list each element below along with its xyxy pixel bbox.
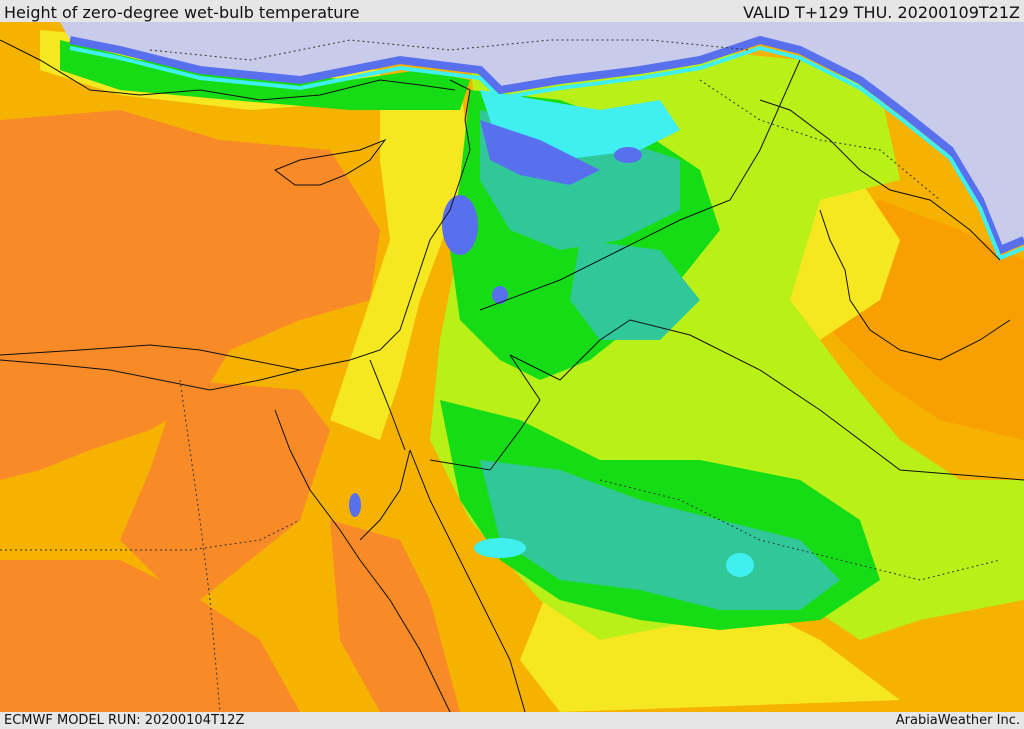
header-bar: Height of zero-degree wet-bulb temperatu… <box>0 0 1024 22</box>
zone-blue-spot-d <box>349 493 361 517</box>
coastline-gulf-suez <box>274 409 451 712</box>
coastline-kuwait <box>759 99 1001 261</box>
coastline-persian-gulf <box>819 209 1011 361</box>
zone-blue-edge-north <box>69 35 1024 256</box>
zone-dark-orange-sinai <box>120 380 330 600</box>
footer-bar: ECMWF MODEL RUN: 20200104T12Z ArabiaWeat… <box>0 712 1024 729</box>
coastline-turkey <box>0 39 456 101</box>
zone-dark-orange-south <box>0 560 300 712</box>
zone-teal-jordan <box>570 240 700 340</box>
zone-blue-lebanon <box>442 195 478 255</box>
zone-yellow-coast <box>330 80 470 440</box>
zone-cyan-spot-a <box>726 553 754 577</box>
coastline-gulf-aqaba <box>359 449 411 541</box>
admin-boundary-saudi <box>599 479 1001 581</box>
valid-time: VALID T+129 THU. 20200109T21Z <box>743 3 1020 22</box>
zone-cyan-edge-north <box>69 45 1024 261</box>
coastline-cyprus <box>273 138 387 186</box>
border-jordan-south <box>429 354 541 471</box>
border-egypt-israel <box>369 359 406 451</box>
coastline-arabia-redsea <box>409 449 526 712</box>
model-run: ECMWF MODEL RUN: 20200104T12Z <box>4 713 245 728</box>
admin-boundary-iraq <box>699 79 941 201</box>
border-jordan-iraq <box>479 59 801 311</box>
weather-map <box>0 22 1024 712</box>
border-egypt-libya <box>0 359 301 391</box>
zone-dark-orange-redsea <box>330 520 460 712</box>
map-title: Height of zero-degree wet-bulb temperatu… <box>4 3 360 22</box>
coastline-egypt-levant <box>0 79 471 371</box>
zone-blue-anatolia <box>480 120 600 185</box>
zone-dark-orange-west <box>0 110 380 480</box>
admin-boundary-turkey <box>149 39 751 61</box>
admin-boundary-egypt-vertical <box>179 379 221 712</box>
border-jordan-saudi <box>509 319 1024 481</box>
zone-cyan-spot-b <box>474 538 526 558</box>
zone-blue-spot-c <box>492 286 508 304</box>
credit-text: ArabiaWeather Inc. <box>895 713 1020 728</box>
map-canvas <box>0 22 1024 712</box>
admin-boundary-egypt <box>0 519 301 551</box>
zone-blue-spot-e <box>614 147 642 163</box>
